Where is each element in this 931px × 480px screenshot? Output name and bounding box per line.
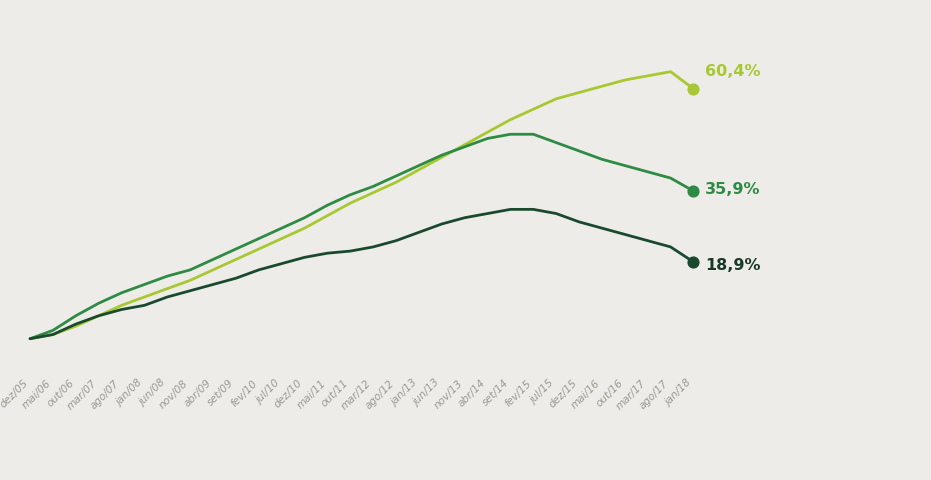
Text: 18,9%: 18,9% [705, 257, 761, 272]
Point [686, 86, 701, 94]
Text: 35,9%: 35,9% [705, 182, 761, 197]
Text: 60,4%: 60,4% [705, 63, 761, 78]
Point [686, 259, 701, 266]
Point [686, 188, 701, 195]
